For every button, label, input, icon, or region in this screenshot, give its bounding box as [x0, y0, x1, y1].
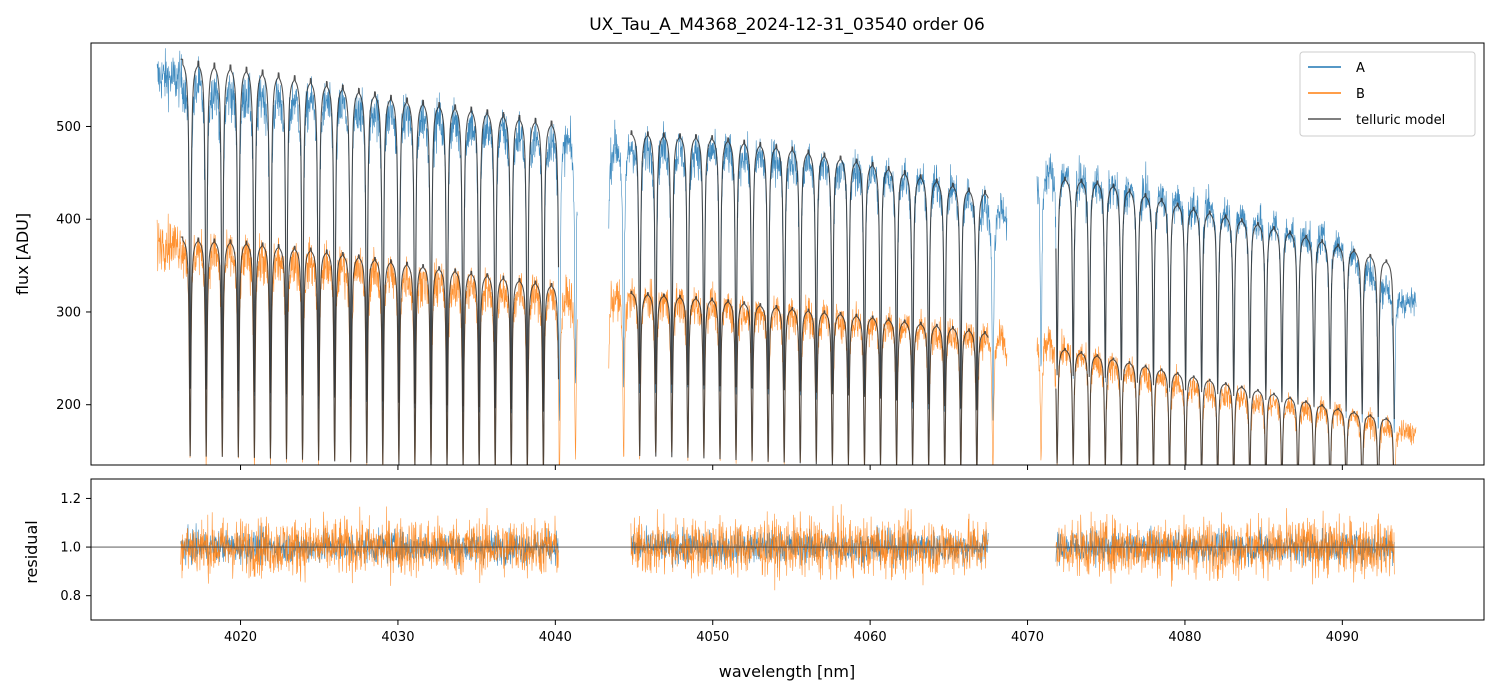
- telluric-model-a-segment-2: [630, 130, 989, 411]
- wavelength-xtick-label: 4030: [381, 630, 414, 645]
- legend-label-b: B: [1356, 87, 1365, 102]
- wavelength-xtick-label: 4040: [539, 630, 572, 645]
- residual-b-segment-2: [630, 504, 989, 591]
- legend-label-telluric: telluric model: [1356, 113, 1445, 128]
- residual-b-segment-3: [1055, 508, 1395, 587]
- legend-frame: [1299, 51, 1476, 137]
- telluric-model-a-segment-3: [1055, 176, 1395, 420]
- telluric-model-b-segment-3: [1055, 347, 1394, 465]
- residual-axes-frame: [90, 478, 1485, 621]
- wavelength-xlabel: wavelength [nm]: [719, 662, 856, 681]
- legend: A B telluric model: [1299, 51, 1476, 137]
- wavelength-xtick-label: 4020: [224, 630, 257, 645]
- flux-ytick-label: 500: [56, 120, 81, 135]
- chart-title: UX_Tau_A_M4368_2024-12-31_03540 order 06: [589, 15, 985, 35]
- residual-ytick-label: 0.8: [60, 589, 81, 604]
- telluric-model-b-segment-2: [630, 290, 989, 465]
- wavelength-xtick-label: 4090: [1326, 630, 1359, 645]
- residual-ytick-label: 1.2: [60, 492, 81, 507]
- flux-ylabel: flux [ADU]: [13, 213, 32, 295]
- residual-ylabel: residual: [22, 520, 41, 583]
- residual-panel: 0.8 1.0 1.2 4020 4030 4040 4050 4060 4070 4080 40…: [22, 478, 1485, 681]
- spectrum-a-segment-3: [1036, 153, 1417, 433]
- telluric-model-b-segment-1: [180, 236, 560, 465]
- flux-ytick-label: 200: [56, 398, 81, 413]
- residual-b-segment-1: [180, 506, 559, 586]
- flux-ytick-label: 300: [56, 305, 81, 320]
- flux-axes-frame: [90, 42, 1485, 466]
- wavelength-xtick-label: 4060: [854, 630, 887, 645]
- spectrum-a-segment-2: [608, 119, 1008, 421]
- legend-label-a: A: [1356, 61, 1365, 76]
- telluric-model-a-segment-1: [180, 58, 560, 412]
- flux-panel: 200 300 400 500 flux [ADU] A B telluric mod…: [13, 42, 1485, 470]
- wavelength-xtick-label: 4050: [696, 630, 729, 645]
- residual-ytick-label: 1.0: [60, 541, 81, 556]
- wavelength-xtick-label: 4080: [1168, 630, 1201, 645]
- flux-ytick-label: 400: [56, 213, 81, 228]
- wavelength-xtick-label: 4070: [1011, 630, 1044, 645]
